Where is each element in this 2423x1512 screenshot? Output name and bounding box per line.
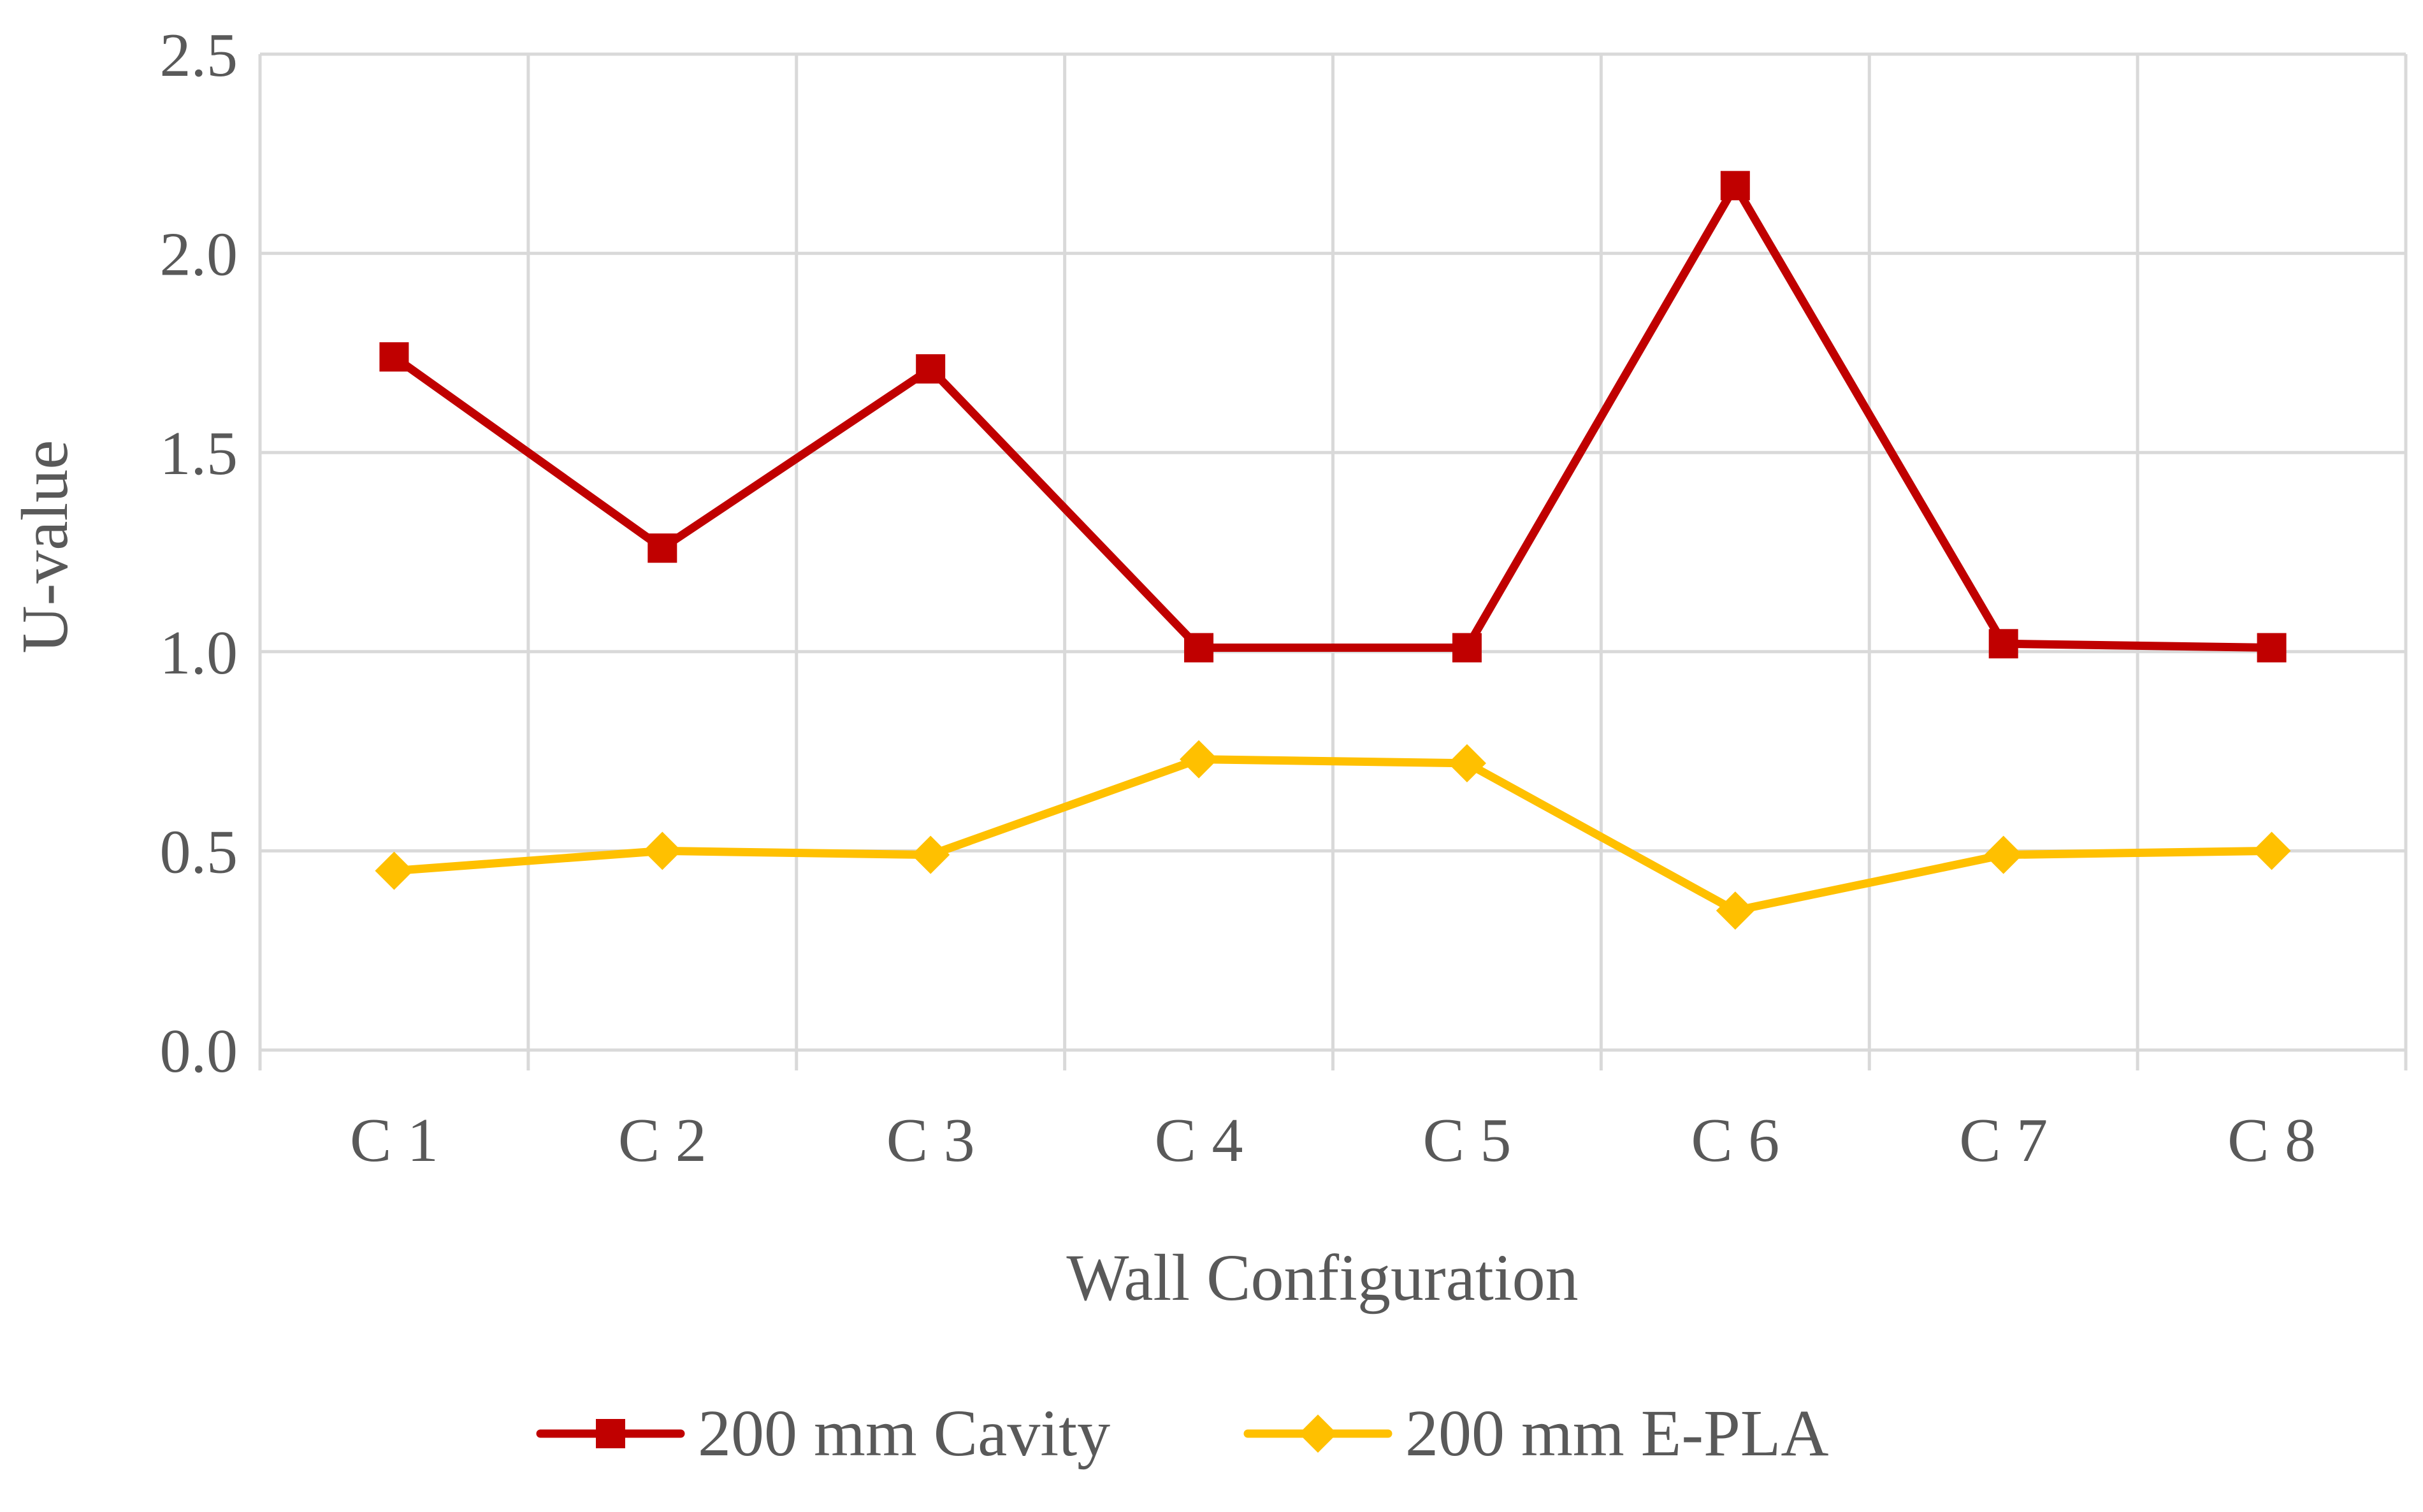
legend-label: 200 mm Cavity <box>698 1397 1110 1470</box>
data-point-marker <box>1180 740 1219 779</box>
y-tick-label: 2.0 <box>160 220 238 289</box>
data-point-marker <box>1452 633 1482 663</box>
legend-entry: 200 mm Cavity <box>536 1397 1110 1470</box>
x-axis-title: Wall Configuration <box>1066 1241 1578 1314</box>
y-tick-label: 1.0 <box>160 619 238 688</box>
data-point-marker <box>1984 835 2023 874</box>
legend-entry: 200 mm E-PLA <box>1243 1397 1828 1470</box>
series-cavity <box>379 171 2287 663</box>
y-tick-label: 0.5 <box>160 817 238 886</box>
x-tick-label: C 4 <box>1155 1106 1243 1175</box>
x-tick-label: C 1 <box>350 1106 438 1175</box>
x-tick-label: C 7 <box>1959 1106 2048 1175</box>
series-lines <box>375 171 2291 930</box>
data-point-marker <box>375 851 414 890</box>
series-e-pla <box>375 740 2291 930</box>
x-tick-label: C 8 <box>2227 1106 2316 1175</box>
data-point-marker <box>911 835 950 874</box>
legend: 200 mm Cavity 200 mm E-PLA <box>536 1397 1828 1470</box>
legend-marker <box>1299 1415 1337 1453</box>
y-axis-tick-labels: 0.0 0.5 1.0 1.5 2.0 2.5 <box>160 21 238 1086</box>
data-point-marker <box>916 354 946 384</box>
x-tick-label: C 3 <box>886 1106 975 1175</box>
series-line <box>389 755 2276 915</box>
data-point-marker <box>1184 633 1214 663</box>
data-point-marker <box>1716 891 1754 930</box>
y-tick-label: 0.0 <box>160 1017 238 1086</box>
data-point-marker <box>1988 629 2018 659</box>
y-tick-label: 1.5 <box>160 419 238 488</box>
series-line <box>389 181 2276 652</box>
data-point-marker <box>647 533 677 563</box>
data-point-marker <box>379 342 409 372</box>
x-axis-tick-labels: C 1 C 2 C 3 C 4 C 5 C 6 C 7 C 8 <box>350 1106 2316 1175</box>
gridlines <box>258 52 2408 1070</box>
x-tick-label: C 6 <box>1691 1106 1779 1175</box>
data-point-marker <box>1447 744 1486 782</box>
data-point-marker <box>2252 832 2291 870</box>
x-tick-label: C 5 <box>1423 1106 1512 1175</box>
x-tick-label: C 2 <box>618 1106 707 1175</box>
legend-marker <box>596 1419 625 1448</box>
y-tick-label: 2.5 <box>160 21 238 90</box>
data-point-marker <box>643 832 682 870</box>
legend-label: 200 mm E-PLA <box>1405 1397 1828 1470</box>
data-point-marker <box>2257 633 2287 663</box>
y-axis-title: U-value <box>8 440 82 654</box>
data-point-marker <box>1720 171 1750 201</box>
